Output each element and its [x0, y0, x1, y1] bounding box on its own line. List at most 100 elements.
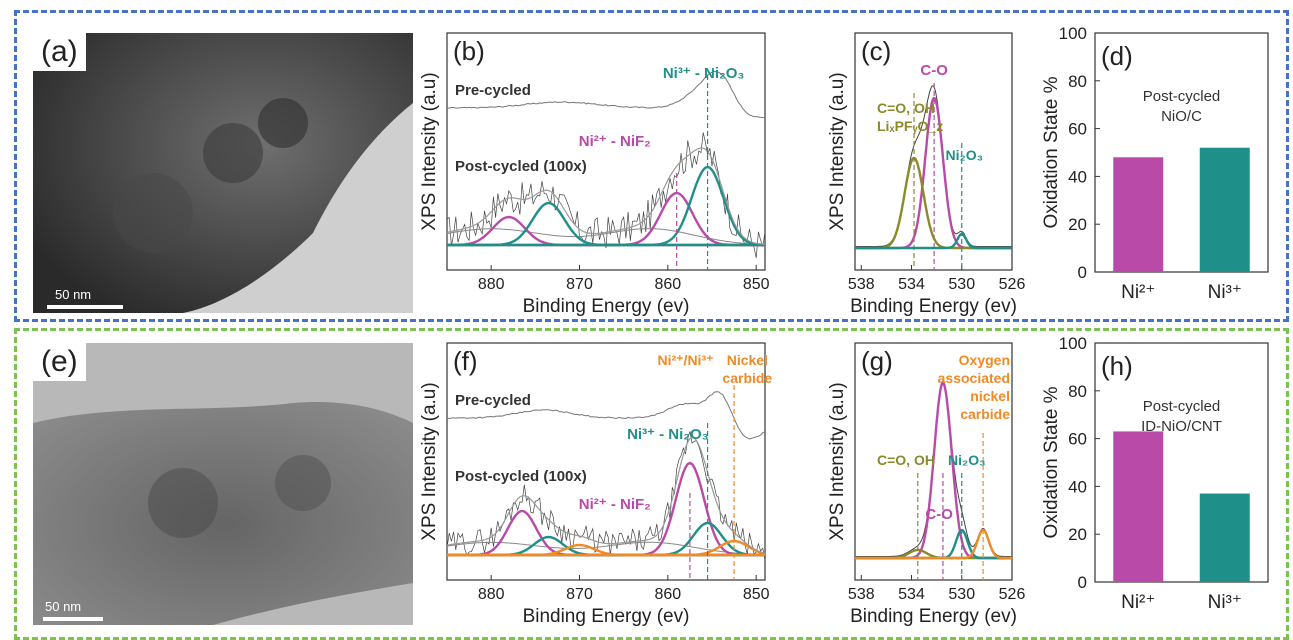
panel-label: (h)	[1101, 351, 1133, 381]
pre-cycled-trace	[446, 391, 766, 440]
y-tick-label: 20	[1068, 525, 1087, 544]
x-tick-label: 538	[848, 586, 875, 603]
fit-peak	[855, 156, 1012, 250]
chart-d: 0 20 40 60 80 100 Oxidation State % Ni²⁺ Ni³⁺ (d)…	[1041, 24, 1269, 303]
plot-frame	[854, 342, 1013, 581]
y-axis-label: XPS Intensity (a.u)	[419, 382, 440, 540]
pre-cycled-label: Pre-cycled	[455, 392, 531, 409]
post-cycled-label: Post-cycled (100x)	[455, 468, 587, 485]
scalebar-a: 50 nm	[47, 287, 123, 309]
y-tick-label: 40	[1068, 477, 1087, 496]
annotation-c-o-oh: C=O, OH	[877, 100, 935, 116]
x-tick-label: 534	[898, 276, 925, 293]
bar-ni3	[1199, 147, 1250, 272]
scalebar-e: 50 nm	[43, 599, 103, 621]
x-tick-label: 870	[566, 276, 593, 293]
plot-frame	[1094, 32, 1269, 273]
top-dashed-frame	[14, 10, 1289, 322]
plot-frame	[1094, 342, 1269, 583]
y-tick-label: 80	[1068, 72, 1087, 91]
x-tick-label: 880	[478, 586, 505, 603]
annotation-oxygen: Oxygen	[959, 352, 1010, 368]
x-tick-label: 534	[898, 586, 925, 603]
fit-peak	[447, 191, 765, 247]
annotation-ni2o3: Ni₂O₃	[948, 452, 986, 468]
panel-label: (g)	[861, 346, 893, 376]
x-axis-label: Binding Energy (ev)	[850, 296, 1017, 317]
annotation-ni2: Ni²⁺ - NiF₂	[579, 496, 651, 513]
x-tick-label: 860	[654, 586, 681, 603]
fit-peak	[447, 215, 765, 247]
pre-cycled-trace	[446, 70, 766, 119]
annotation-carbide: carbide	[722, 370, 772, 386]
tem-image-e: (e) 50 nm	[33, 343, 413, 625]
x-tick-label: 870	[566, 586, 593, 603]
bar-ni2	[1113, 431, 1164, 582]
x-tick-label: 526	[999, 276, 1026, 293]
panel-label: (b)	[453, 36, 485, 66]
annotation-c-o-oh: C=O, OH	[877, 452, 935, 468]
fit-peak	[855, 232, 1012, 250]
x-category-label: Ni³⁺	[1208, 282, 1242, 303]
y-tick-label: 20	[1068, 215, 1087, 234]
x-tick-label: 850	[743, 276, 770, 293]
fit-envelope	[446, 436, 766, 554]
x-tick-label: 526	[999, 586, 1026, 603]
fit-peak	[447, 539, 766, 557]
x-category-label: Ni²⁺	[1121, 282, 1155, 303]
annotation-ni2-ni3: Ni²⁺/Ni³⁺	[658, 352, 714, 368]
measured-trace	[855, 85, 1012, 247]
panel-label-a: (a)	[33, 33, 86, 71]
chart-f: 880 870 860 850 Binding Energy (ev) XPS Inten…	[419, 342, 772, 627]
panel-label: (d)	[1101, 41, 1133, 71]
annotation-ni3: Ni³⁺ - Ni₂O₃	[627, 426, 709, 443]
background-curve	[446, 228, 765, 245]
plot-frame	[446, 342, 766, 581]
plot-frame	[446, 32, 766, 271]
annotation-line-2: ID-NiO/CNT	[1141, 418, 1222, 435]
post-cycled-label: Post-cycled (100x)	[455, 158, 587, 175]
pre-cycled-label: Pre-cycled	[455, 82, 531, 99]
x-tick-label: 538	[848, 276, 875, 293]
y-tick-label: 100	[1059, 24, 1087, 43]
annotation-ni3: Ni³⁺ - Ni₂O₃	[663, 65, 745, 82]
fit-peak	[855, 528, 1012, 560]
x-tick-label: 880	[478, 276, 505, 293]
chart-h: 0 20 40 60 80 100 Oxidation State % Ni²⁺ Ni³⁺ (h)…	[1041, 334, 1269, 613]
chart-c: 538 534 530 526 Binding Energy (ev) XPS Inten…	[827, 32, 1026, 317]
annotation-ni2: Ni²⁺ - NiF₂	[579, 133, 651, 150]
annotation-associated: associated	[938, 370, 1010, 386]
x-axis-label: Binding Energy (ev)	[523, 606, 690, 627]
x-tick-label: 860	[654, 276, 681, 293]
panel-label: (c)	[861, 36, 891, 66]
annotation-line-2: NiO/C	[1161, 108, 1202, 125]
scalebar-label: 50 nm	[55, 287, 92, 302]
tem-image-a: (a) 50 nm	[33, 33, 413, 313]
annotation-ni2o3: Ni₂O₃	[945, 147, 983, 163]
annotation-co: C-O	[920, 62, 948, 79]
post-cycled-trace	[446, 431, 766, 561]
x-axis-label: Binding Energy (ev)	[523, 296, 690, 317]
x-axis-label: Binding Energy (ev)	[850, 606, 1017, 627]
post-cycled-trace	[446, 132, 766, 258]
y-axis-label: XPS Intensity (a.u)	[827, 382, 848, 540]
annotation-co: C-O	[925, 506, 953, 523]
chart-b: 880 870 860 850 Binding Energy (ev) XPS Inten…	[419, 32, 770, 317]
y-axis-label: XPS Intensity (a.u)	[419, 72, 440, 230]
annotation-line-1: Post-cycled	[1143, 88, 1221, 105]
y-tick-label: 100	[1059, 334, 1087, 353]
y-axis-label: Oxidation State %	[1041, 76, 1062, 228]
plot-frame	[854, 32, 1013, 271]
y-axis-label: XPS Intensity (a.u)	[827, 72, 848, 230]
annotation-nickel: Nickel	[727, 352, 768, 368]
annotation-line-1: Post-cycled	[1143, 398, 1221, 415]
bar-ni3	[1199, 493, 1250, 582]
x-tick-label: 850	[743, 586, 770, 603]
annotation-nickel: nickel	[970, 388, 1010, 404]
annotation-lipfo: LiₓPFᵧO_z	[877, 118, 943, 134]
y-tick-label: 0	[1078, 573, 1087, 592]
x-category-label: Ni²⁺	[1121, 592, 1155, 613]
fit-peak	[855, 528, 1012, 560]
x-tick-label: 530	[948, 586, 975, 603]
